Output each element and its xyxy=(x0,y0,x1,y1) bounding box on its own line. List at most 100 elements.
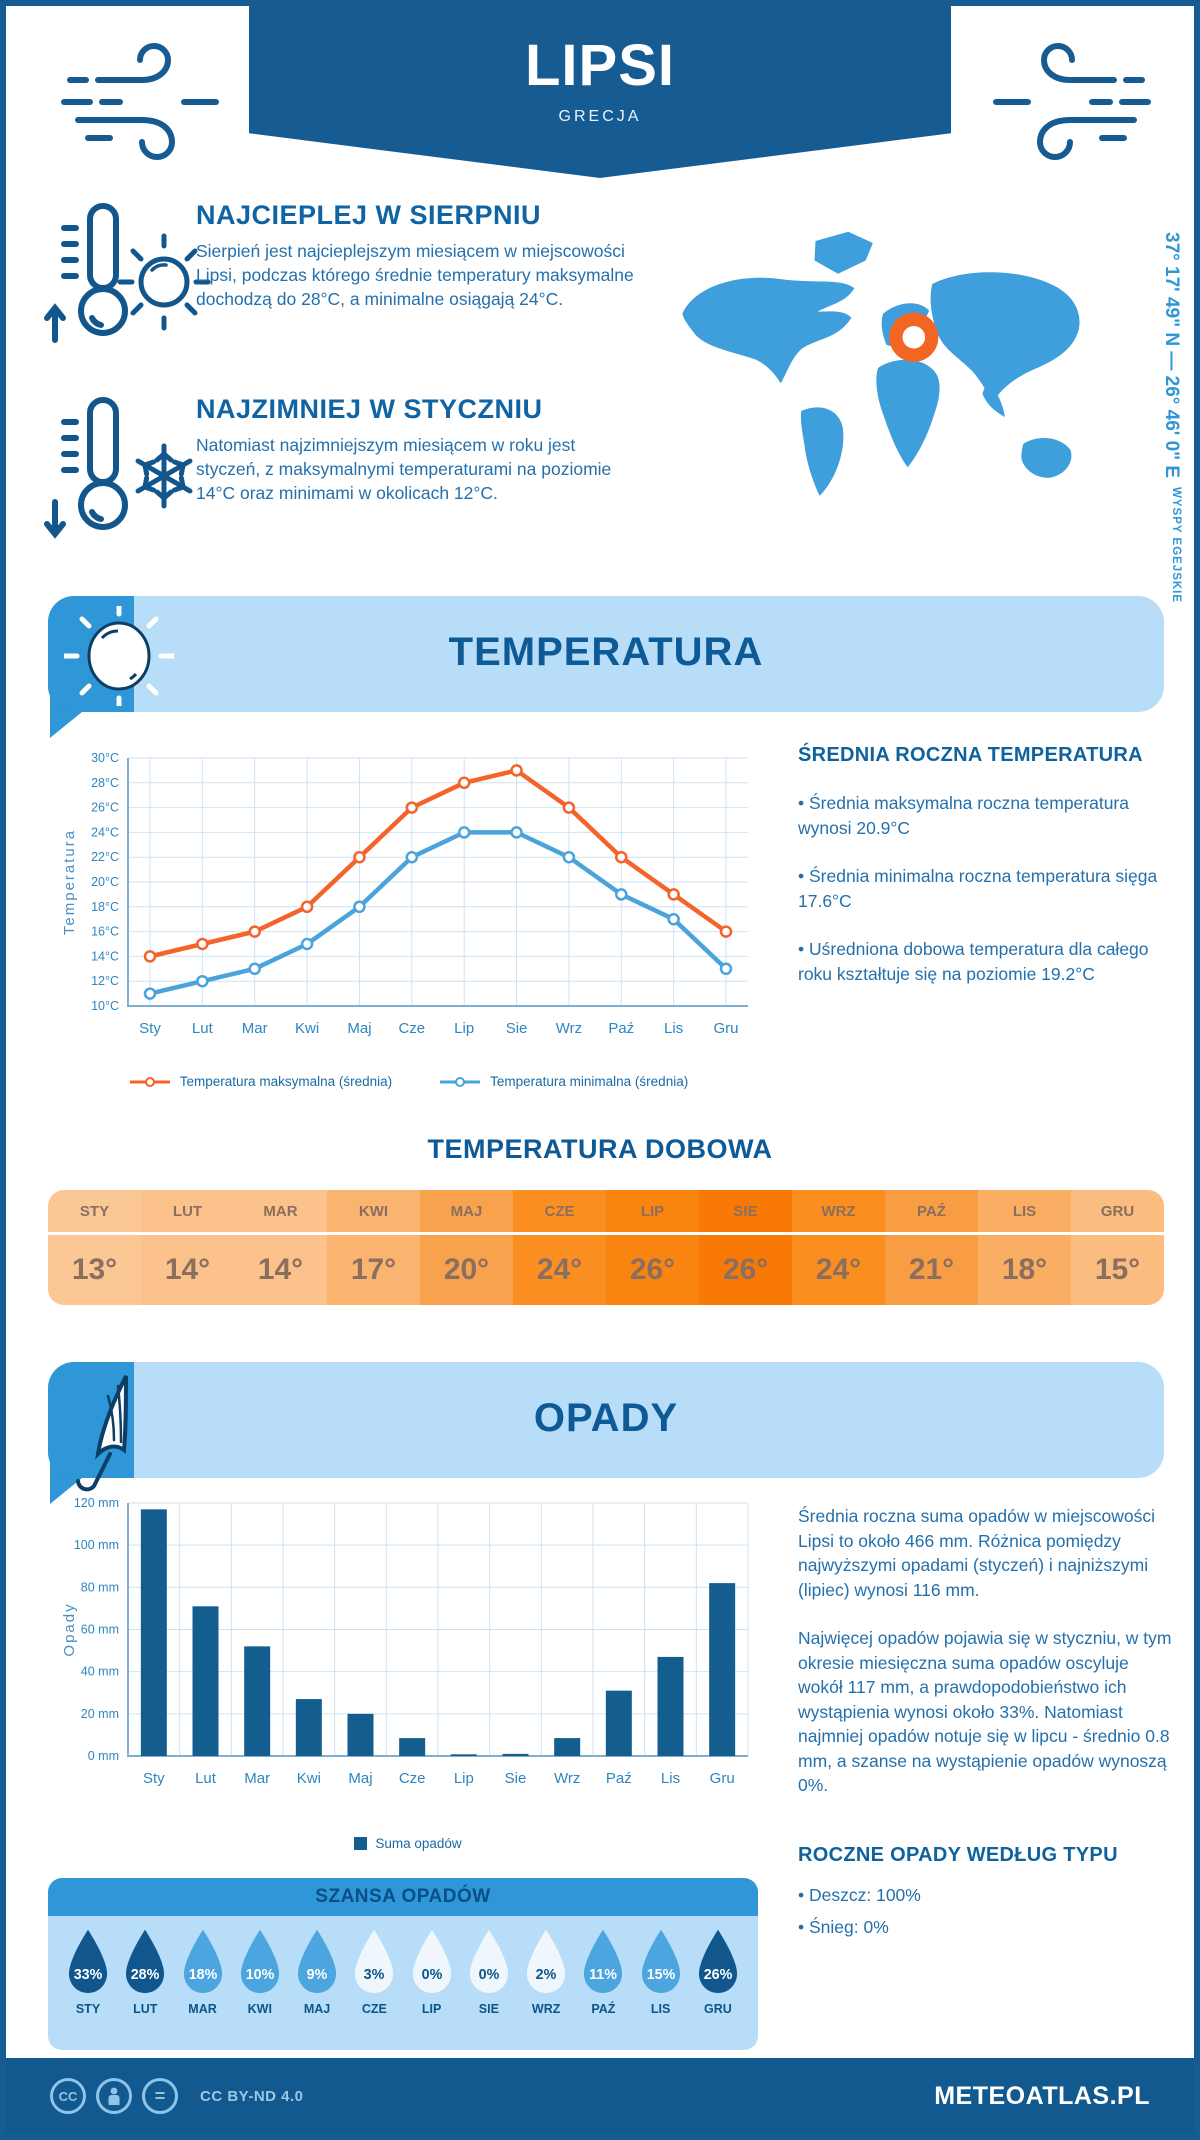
svg-text:120 mm: 120 mm xyxy=(74,1496,119,1510)
droplet-icon: 33% xyxy=(68,1929,108,1994)
wind-icon xyxy=(993,43,1151,160)
daily-temp-month: MAJ xyxy=(420,1190,513,1232)
droplet-icon: 26% xyxy=(698,1929,737,1994)
svg-text:18%: 18% xyxy=(188,1967,217,1983)
daily-temp-month: CZE xyxy=(513,1190,606,1232)
svg-text:Lut: Lut xyxy=(192,1020,214,1037)
legend-item: Temperatura maksymalna (średnia) xyxy=(128,1074,392,1089)
precipitation-text-block: Średnia roczna suma opadów w miejscowośc… xyxy=(798,1504,1172,1940)
svg-text:26%: 26% xyxy=(704,1967,733,1983)
svg-text:26°C: 26°C xyxy=(91,801,119,815)
svg-text:Wrz: Wrz xyxy=(556,1020,582,1037)
annual-temperature-heading: ŚREDNIA ROCZNA TEMPERATURA xyxy=(798,744,1143,766)
rain-chance-droplet: 0% LIP xyxy=(406,1926,458,2050)
svg-text:0%: 0% xyxy=(421,1967,442,1983)
droplet-icon: 3% xyxy=(355,1929,394,1994)
precipitation-section-title: OPADY xyxy=(533,1396,679,1440)
svg-text:30°C: 30°C xyxy=(91,751,119,765)
svg-text:Lis: Lis xyxy=(664,1020,683,1037)
precipitation-bar-chart: 0 mm 20 mm 40 mm 60 mm 80 mm 100 mm 120 mm Sty L… xyxy=(61,1496,749,1787)
svg-text:2%: 2% xyxy=(536,1967,557,1983)
svg-text:15%: 15% xyxy=(646,1967,675,1983)
page-subtitle: GRECJA xyxy=(558,108,642,125)
svg-text:Sty: Sty xyxy=(139,1020,161,1037)
daily-temp-value: 14° xyxy=(141,1235,234,1305)
rain-chance-month: CZE xyxy=(361,2002,387,2016)
svg-text:Mar: Mar xyxy=(242,1020,268,1037)
cc-by-icon xyxy=(96,2078,132,2114)
daily-temp-value: 13° xyxy=(48,1235,141,1305)
rain-chance-month: LIS xyxy=(650,2002,671,2016)
svg-text:60 mm: 60 mm xyxy=(81,1623,119,1637)
droplet-icon: 9% xyxy=(297,1929,337,1994)
coordinates-block: 37° 17' 49" N — 26° 46' 0" E WYSPY EGEJS… xyxy=(1160,232,1182,603)
thermometer-up-icon xyxy=(44,203,211,343)
cc-license-icons: CC = CC BY-ND 4.0 xyxy=(50,2078,304,2114)
annual-temperature-block: ŚREDNIA ROCZNA TEMPERATURA • Średnia mak… xyxy=(798,744,1170,1010)
page-title: LIPSI xyxy=(524,33,676,98)
daily-temp-month: LIS xyxy=(978,1190,1071,1232)
coordinates-text: 37° 17' 49" N — 26° 46' 0" E xyxy=(1161,232,1182,479)
svg-text:14°C: 14°C xyxy=(91,949,119,963)
daily-temp-month: WRZ xyxy=(792,1190,885,1232)
svg-text:Paź: Paź xyxy=(608,1020,634,1037)
svg-text:Temperatura: Temperatura xyxy=(61,829,78,935)
annual-temp-bullet: • Średnia minimalna roczna temperatura s… xyxy=(798,866,1158,911)
svg-text:16°C: 16°C xyxy=(91,925,119,939)
world-map xyxy=(682,231,1080,496)
rain-chance-month: LUT xyxy=(133,2002,158,2016)
svg-text:100 mm: 100 mm xyxy=(74,1538,119,1552)
daily-temp-month: LIP xyxy=(606,1190,699,1232)
svg-text:Sie: Sie xyxy=(505,1770,527,1787)
svg-text:Gru: Gru xyxy=(710,1770,735,1787)
rain-chance-droplet: 0% SIE xyxy=(463,1926,515,2050)
umbrella-icon xyxy=(76,1375,128,1492)
rain-chance-droplet: 15% LIS xyxy=(635,1926,687,2050)
daily-temp-value: 26° xyxy=(606,1235,699,1305)
svg-text:Gru: Gru xyxy=(713,1020,738,1037)
daily-temp-month: GRU xyxy=(1071,1190,1164,1232)
droplet-icon: 28% xyxy=(126,1929,165,1994)
daily-temperature-table: STY LUT MAR KWI MAJ CZE LIP SIE WRZ PAŹ LIS GRU 13° 1… xyxy=(48,1190,1164,1305)
rain-chance-month: WRZ xyxy=(531,2002,561,2016)
svg-text:Maj: Maj xyxy=(348,1770,372,1787)
svg-text:0 mm: 0 mm xyxy=(88,1749,119,1763)
svg-text:Wrz: Wrz xyxy=(554,1770,580,1787)
svg-text:22°C: 22°C xyxy=(91,850,119,864)
cc-nd-icon: = xyxy=(142,2078,178,2114)
svg-text:3%: 3% xyxy=(364,1967,385,1983)
annual-temp-bullet: • Średnia maksymalna roczna temperatura … xyxy=(798,793,1129,838)
annual-temp-bullet: • Uśredniona dobowa temperatura dla całe… xyxy=(798,939,1149,984)
precip-type-bullet: • Deszcz: 100% xyxy=(798,1884,921,1905)
legend-item: Temperatura minimalna (średnia) xyxy=(438,1074,688,1089)
svg-text:Sie: Sie xyxy=(506,1020,528,1037)
legend-item: Suma opadów xyxy=(354,1836,462,1851)
temperature-chart-legend: Temperatura maksymalna (średnia) Temperat… xyxy=(58,1074,758,1089)
coldest-heading: NAJZIMNIEJ W STYCZNIU xyxy=(196,394,543,424)
daily-temp-month: KWI xyxy=(327,1190,420,1232)
header-banner: LIPSI GRECJA xyxy=(249,6,951,178)
svg-text:9%: 9% xyxy=(307,1967,328,1983)
svg-text:12°C: 12°C xyxy=(91,974,119,988)
svg-text:20 mm: 20 mm xyxy=(81,1707,119,1721)
precip-type-bullet: • Śnieg: 0% xyxy=(798,1917,889,1937)
rain-chance-droplets: 33% STY 28% LUT 18% MAR 10% KWI 9% MAJ 3% CZE 0% LIP 0… xyxy=(48,1916,758,2050)
rain-chance-droplet: 10% KWI xyxy=(234,1926,286,2050)
svg-text:0%: 0% xyxy=(479,1967,500,1983)
temperature-line-chart: 10°C 12°C 14°C 16°C 18°C 20°C 22°C 24°C 26°C 28°C… xyxy=(61,751,748,1037)
rain-chance-droplet: 11% PAŹ xyxy=(577,1926,629,2050)
precipitation-paragraph: Średnia roczna suma opadów w miejscowośc… xyxy=(798,1506,1155,1600)
rain-chance-month: LIP xyxy=(421,2002,442,2016)
rain-chance-droplet: 2% WRZ xyxy=(520,1926,572,2050)
svg-text:10%: 10% xyxy=(245,1967,274,1983)
daily-temp-value: 14° xyxy=(234,1235,327,1305)
droplet-icon: 10% xyxy=(240,1929,279,1994)
droplet-icon: 0% xyxy=(469,1929,508,1994)
svg-text:Kwi: Kwi xyxy=(295,1020,319,1037)
svg-text:Kwi: Kwi xyxy=(297,1770,321,1787)
daily-temp-value: 24° xyxy=(792,1235,885,1305)
svg-text:18°C: 18°C xyxy=(91,900,119,914)
footer: CC = CC BY-ND 4.0 METEOATLAS.PL xyxy=(6,2058,1194,2134)
rain-chance-month: MAJ xyxy=(303,2002,331,2016)
